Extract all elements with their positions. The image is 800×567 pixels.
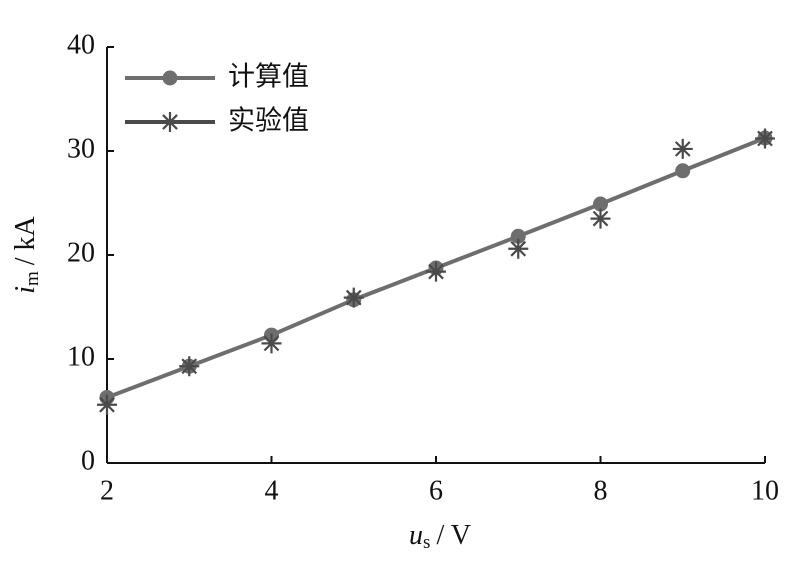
y-axis-label: im / kA [10,215,43,293]
marker [97,394,117,415]
y-tick-label: 30 [67,133,95,164]
x-label-subscript: s [423,532,430,553]
y-tick-label: 0 [81,445,95,476]
x-tick-label: 6 [429,475,443,506]
marker [508,238,529,259]
marker [343,287,364,308]
x-label-unit: / V [436,520,471,551]
legend-label: 实验值 [228,106,309,137]
marker [672,138,693,159]
y-tick-label: 20 [67,237,95,268]
marker [675,163,691,179]
legend-marker [160,112,180,132]
x-axis-label: us / V [409,520,471,553]
y-label-subscript: m [22,271,43,286]
marker [590,208,611,229]
x-label-symbol: u [409,520,423,551]
legend-marker [162,70,178,86]
marker [426,261,446,282]
y-label-unit: / kA [10,215,41,265]
legend-label: 计算值 [228,62,309,93]
x-tick-label: 10 [751,475,779,506]
x-tick-label: 8 [594,475,608,506]
y-tick-label: 10 [67,341,95,372]
marker [261,333,282,354]
y-label-symbol: i [10,286,41,294]
marker [179,356,200,377]
y-tick-label: 40 [67,29,95,60]
x-tick-label: 2 [100,475,114,506]
x-tick-label: 4 [265,475,279,506]
marker [755,128,775,149]
